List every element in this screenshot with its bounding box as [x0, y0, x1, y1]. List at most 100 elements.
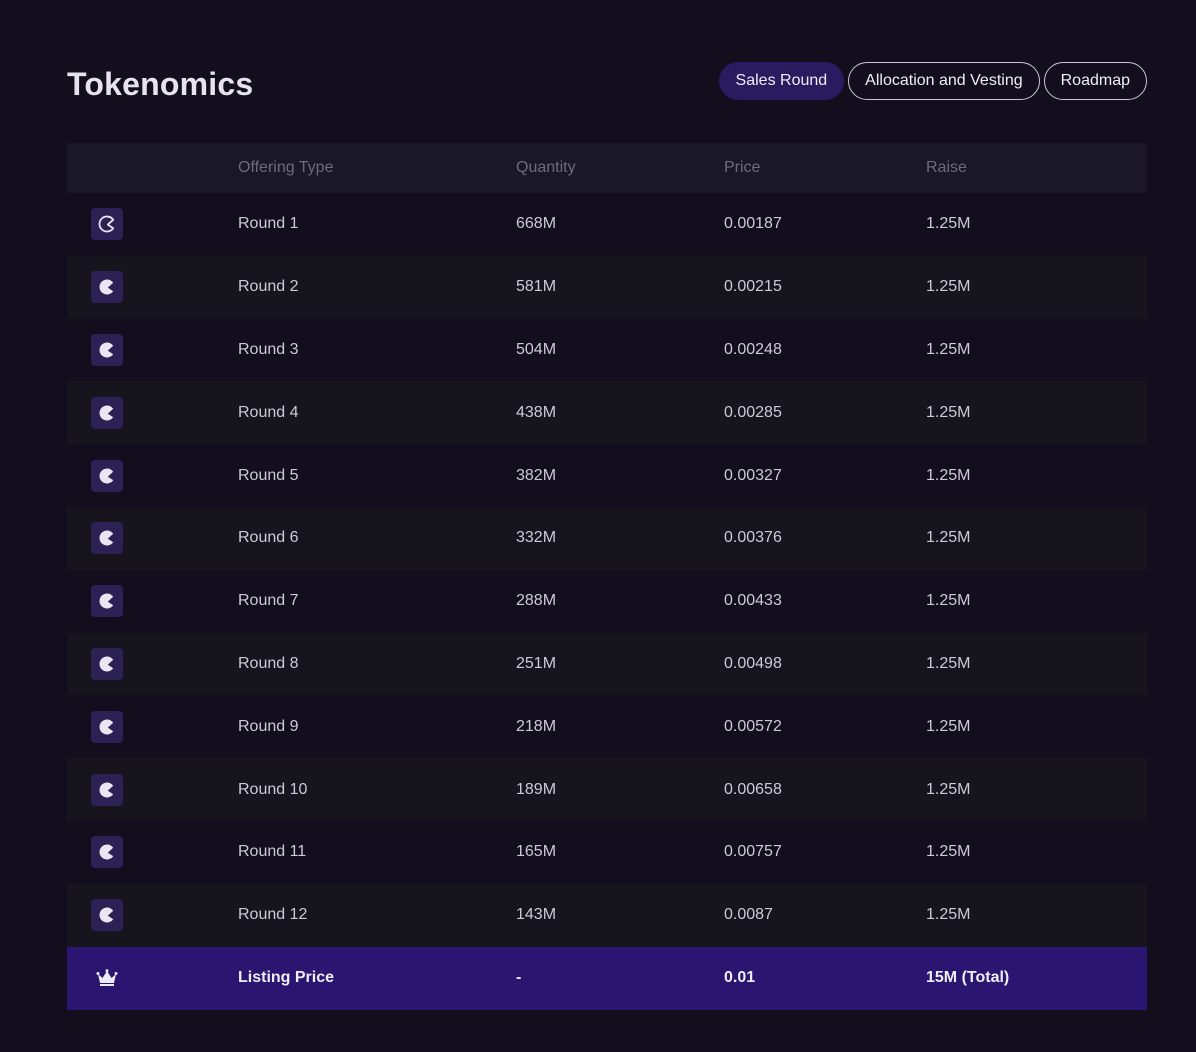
round-icon-cell [91, 821, 123, 884]
round-outline-icon [91, 208, 123, 241]
price-cell: 0.00433 [724, 592, 782, 610]
quantity-cell: 581M [516, 278, 557, 296]
raise-cell: 1.25M [926, 215, 971, 233]
raise-cell: 1.25M [926, 403, 971, 421]
quantity-cell: 189M [516, 780, 557, 798]
offering-type-cell: Round 7 [238, 592, 299, 610]
round-icon-cell [91, 695, 123, 758]
raise-cell: 1.25M [926, 278, 971, 296]
round-icon-cell [91, 381, 123, 444]
table-row: Round 6 332M 0.00376 1.25M [67, 506, 1147, 570]
table-row: Round 9 218M 0.00572 1.25M [67, 695, 1147, 759]
offering-type-cell: Round 12 [238, 906, 308, 924]
offering-type-cell: Round 8 [238, 654, 299, 672]
header-quantity: Quantity [516, 159, 576, 176]
price-cell: 0.00285 [724, 403, 782, 421]
round-filled-icon [91, 333, 123, 366]
quantity-cell: 251M [516, 654, 557, 672]
header-raise: Raise [926, 159, 967, 176]
price-cell: 0.0087 [724, 906, 773, 924]
table-row: Round 8 251M 0.00498 1.25M [67, 632, 1147, 696]
price-cell: 0.00658 [724, 780, 782, 798]
tab-sales-round[interactable]: Sales Round [718, 62, 845, 100]
table-row: Round 5 382M 0.00327 1.25M [67, 444, 1147, 507]
table-row: Round 1 668M 0.00187 1.25M [67, 193, 1147, 256]
raise-cell: 1.25M [926, 843, 971, 861]
round-filled-icon [91, 522, 123, 555]
tab-bar: Sales Round Allocation and Vesting Roadm… [718, 62, 1147, 100]
listing-price-label: Listing Price [238, 969, 335, 987]
round-filled-icon [91, 836, 123, 869]
round-icon-cell [91, 633, 123, 696]
offering-type-cell: Round 2 [238, 278, 299, 296]
round-icon-cell [91, 758, 123, 821]
offering-type-cell: Round 9 [238, 717, 299, 735]
header-offering-type: Offering Type [238, 159, 334, 176]
round-filled-icon [91, 585, 123, 618]
round-filled-icon [91, 459, 123, 492]
price-cell: 0.00572 [724, 717, 782, 735]
raise-cell: 1.25M [926, 529, 971, 547]
raise-cell: 1.25M [926, 906, 971, 924]
quantity-cell: 332M [516, 529, 557, 547]
table-row: Round 4 438M 0.00285 1.25M [67, 381, 1147, 445]
listing-raise-total: 15M (Total) [926, 969, 1010, 987]
crown-icon [91, 962, 123, 994]
raise-cell: 1.25M [926, 654, 971, 672]
price-cell: 0.00327 [724, 466, 782, 484]
raise-cell: 1.25M [926, 780, 971, 798]
table-row: Round 3 504M 0.00248 1.25M [67, 318, 1147, 382]
table-row: Round 7 288M 0.00433 1.25M [67, 569, 1147, 633]
round-icon-cell [91, 570, 123, 633]
raise-cell: 1.25M [926, 592, 971, 610]
round-filled-icon [91, 396, 123, 429]
round-filled-icon [91, 710, 123, 743]
round-icon-cell [91, 507, 123, 570]
listing-price-value: 0.01 [724, 969, 756, 987]
quantity-cell: 165M [516, 843, 557, 861]
round-icon-cell [91, 319, 123, 382]
page-title: Tokenomics [67, 66, 254, 102]
table-row: Round 12 143M 0.0087 1.25M [67, 883, 1147, 947]
offering-type-cell: Round 1 [238, 215, 299, 233]
quantity-cell: 218M [516, 717, 557, 735]
price-cell: 0.00248 [724, 340, 782, 358]
round-icon-cell [91, 193, 123, 256]
tab-allocation-and-vesting[interactable]: Allocation and Vesting [848, 62, 1040, 100]
tab-roadmap[interactable]: Roadmap [1043, 62, 1147, 100]
price-cell: 0.00498 [724, 654, 782, 672]
round-icon-cell [91, 256, 123, 319]
quantity-cell: 438M [516, 403, 557, 421]
table-header-row: Offering Type Quantity Price Raise [67, 143, 1147, 193]
offering-type-cell: Round 3 [238, 340, 299, 358]
round-filled-icon [91, 773, 123, 806]
header-price: Price [724, 159, 761, 176]
price-cell: 0.00376 [724, 529, 782, 547]
offering-type-cell: Round 4 [238, 403, 299, 421]
price-cell: 0.00187 [724, 215, 782, 233]
listing-price-row: Listing Price - 0.01 15M (Total) [67, 946, 1147, 1010]
quantity-cell: 668M [516, 215, 557, 233]
round-filled-icon [91, 271, 123, 304]
round-icon-cell [91, 444, 123, 507]
price-cell: 0.00757 [724, 843, 782, 861]
table-row: Round 2 581M 0.00215 1.25M [67, 255, 1147, 319]
sales-round-table: Offering Type Quantity Price Raise Round… [67, 143, 1147, 1010]
raise-cell: 1.25M [926, 466, 971, 484]
quantity-cell: 288M [516, 592, 557, 610]
quantity-cell: 382M [516, 466, 557, 484]
raise-cell: 1.25M [926, 717, 971, 735]
tokenomics-header: Tokenomics Sales Round Allocation and Ve… [67, 60, 1147, 104]
quantity-cell: 143M [516, 906, 557, 924]
quantity-cell: 504M [516, 340, 557, 358]
raise-cell: 1.25M [926, 340, 971, 358]
round-icon-cell [91, 884, 123, 947]
offering-type-cell: Round 10 [238, 780, 308, 798]
offering-type-cell: Round 11 [238, 843, 307, 861]
table-row: Round 11 165M 0.00757 1.25M [67, 820, 1147, 884]
offering-type-cell: Round 6 [238, 529, 299, 547]
table-row: Round 10 189M 0.00658 1.25M [67, 758, 1147, 821]
listing-quantity: - [516, 969, 522, 987]
round-filled-icon [91, 899, 123, 932]
price-cell: 0.00215 [724, 278, 782, 296]
